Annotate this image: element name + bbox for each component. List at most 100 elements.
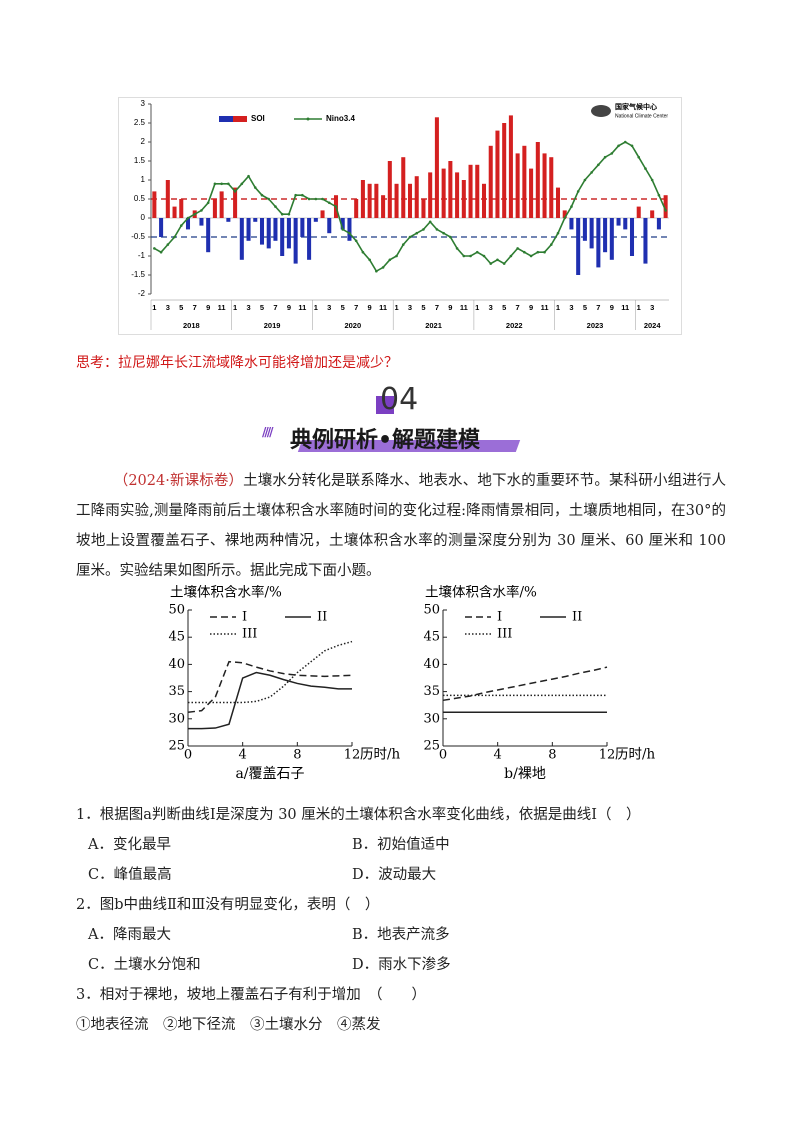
soi-bar xyxy=(367,183,372,218)
source: （2024·新课标卷） xyxy=(113,473,244,489)
soi-bar xyxy=(636,206,641,218)
option: A．变化最早 xyxy=(88,837,171,853)
nino-point xyxy=(220,182,223,186)
nino-point xyxy=(401,243,405,246)
nino-point xyxy=(260,193,264,197)
x-axis-label: 历时/h xyxy=(615,747,656,763)
legend-label: III xyxy=(242,627,257,642)
x-tick-label: 5 xyxy=(502,303,506,312)
x-tick-label: 8 xyxy=(293,748,301,763)
nino-point xyxy=(583,178,587,182)
soi-bar xyxy=(441,168,446,218)
x-tick-label: 3 xyxy=(166,303,170,312)
soi-bar xyxy=(179,199,184,218)
series-line xyxy=(442,666,608,702)
soi-bar xyxy=(273,218,278,241)
x-tick-label: 9 xyxy=(287,303,291,312)
nino-point xyxy=(247,174,250,178)
year-label: 2019 xyxy=(264,321,281,330)
soi-bar xyxy=(239,218,244,260)
question-stem: 1．根据图a判断曲线Ⅰ是深度为 30 厘米的土壤体积含水率变化曲线，依据是曲线Ⅰ… xyxy=(76,807,641,823)
nino-point xyxy=(173,235,176,239)
nino-point xyxy=(597,163,600,167)
year-label: 2022 xyxy=(506,321,523,330)
x-tick-label: 7 xyxy=(354,303,358,312)
nino-point xyxy=(381,266,385,269)
x-tick-label: 7 xyxy=(435,303,439,312)
x-tick-label: 12 xyxy=(599,748,616,763)
soi-bar xyxy=(172,206,177,218)
legend-label: I xyxy=(497,610,502,625)
y-tick-label: 3 xyxy=(141,99,146,108)
x-tick-label: 1 xyxy=(637,303,641,312)
x-tick-label: 8 xyxy=(548,748,556,763)
soi-bar xyxy=(535,142,540,218)
climate-chart: -2-1.5-1-0.500.511.522.531 3 5 7 9 11 1 3 5 7 9 11 1… xyxy=(118,97,682,335)
y-tick-label: 0 xyxy=(141,213,146,222)
x-tick-label: 9 xyxy=(529,303,533,312)
nino-point xyxy=(603,155,607,159)
nino-point xyxy=(206,201,210,205)
nino-point xyxy=(570,205,573,208)
soi-bar xyxy=(522,145,527,218)
nino-point xyxy=(435,228,439,231)
y-tick-label: 45 xyxy=(423,630,440,645)
nino-point xyxy=(475,250,479,254)
y-tick-label: 0.5 xyxy=(134,194,146,203)
y-axis-label: 土壤体积含水率/% xyxy=(170,585,282,601)
soi-bar xyxy=(354,199,359,218)
x-tick-label: 3 xyxy=(569,303,573,312)
nino-point xyxy=(159,250,163,254)
caption: b/裸地 xyxy=(504,766,546,782)
legend-label: Nino3.4 xyxy=(326,114,355,123)
nino-point xyxy=(375,269,378,273)
nino-point xyxy=(388,258,392,262)
think-question: 思考：拉尼娜年长江流域降水可能将增加还是减少？ xyxy=(76,355,398,371)
soi-bar xyxy=(212,199,217,218)
soi-bar xyxy=(481,183,487,218)
nino-point xyxy=(361,250,365,254)
options: A．变化最早 B．初始值适中 C．峰值最高 D．波动最大 xyxy=(76,830,736,890)
y-tick-label: 30 xyxy=(423,711,440,726)
nino-point xyxy=(341,228,345,231)
soi-bar xyxy=(387,161,392,218)
x-tick-label: 11 xyxy=(460,303,468,312)
nino-point xyxy=(516,247,519,250)
nino-point xyxy=(307,197,311,201)
legend-swatch xyxy=(306,117,310,121)
nino-point xyxy=(227,182,230,186)
nino-point xyxy=(422,228,425,231)
legend-label: I xyxy=(242,610,247,625)
y-tick-label: 35 xyxy=(168,684,185,699)
nino-point xyxy=(321,197,324,201)
soi-bar xyxy=(206,218,211,253)
x-tick-label: 7 xyxy=(516,303,520,312)
question-stem: 3．相对于裸地，坡地上覆盖石子有利于增加 （ ） xyxy=(76,987,426,1003)
soi-bar xyxy=(185,218,191,230)
soi-bar xyxy=(165,180,170,218)
soi-bar xyxy=(663,195,668,218)
option: B．地表产流多 xyxy=(352,927,450,943)
year-label: 2020 xyxy=(344,321,361,330)
legend-label: II xyxy=(572,610,582,625)
soi-bar xyxy=(246,218,251,241)
y-axis-label: 土壤体积含水率/% xyxy=(425,585,537,601)
soi-bar xyxy=(515,153,520,218)
y-tick-label: 1 xyxy=(141,175,146,184)
soi-bar xyxy=(219,191,224,218)
soi-bar xyxy=(623,218,628,230)
soi-bar xyxy=(280,218,285,256)
option: C．土壤水分饱和 xyxy=(88,957,201,973)
nino-point xyxy=(153,247,156,250)
nino-point xyxy=(563,216,567,220)
x-tick-label: 3 xyxy=(650,303,654,312)
series-line xyxy=(188,671,352,730)
x-tick-label: 7 xyxy=(273,303,277,312)
caption: a/覆盖石子 xyxy=(235,766,304,782)
soi-bar xyxy=(609,218,614,260)
x-tick-label: 5 xyxy=(260,303,264,312)
y-tick-label: 50 xyxy=(423,603,440,618)
soi-bar xyxy=(327,218,332,234)
nino-point xyxy=(368,258,371,262)
nino-point xyxy=(637,155,641,159)
